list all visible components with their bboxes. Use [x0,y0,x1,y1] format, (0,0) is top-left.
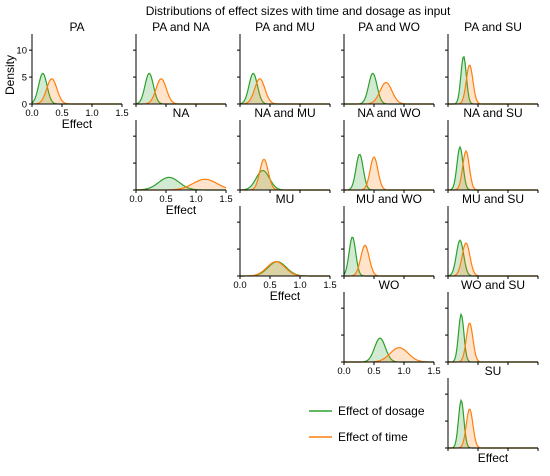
x-tick-label: 0.5 [55,108,68,119]
panel-na-and-su-dosage-area [448,147,538,190]
panel-pa-and-su: PA and SU [445,20,539,107]
panel-na-and-mu-time-area [240,159,330,190]
panel-su-dosage-area [448,400,538,448]
panel-x-label: Effect [270,289,301,303]
panel-pa-time-area [32,78,122,104]
panel-pa-and-na-time-area [136,78,226,104]
panel-na-and-su: NA and SU [445,106,539,193]
x-tick-label: 1.5 [323,280,336,291]
panel-wo-and-su-time-area [448,323,538,362]
panel-na-time-area [136,179,226,190]
panel-title: PA and WO [358,20,420,34]
panel-title: MU [276,192,295,206]
x-tick-label: 1.5 [219,194,232,205]
panel-pa-and-mu-time-area [240,78,330,104]
x-tick-label: 0.0 [337,366,350,377]
panel-wo-and-su-dosage-area [448,314,538,362]
x-tick-label: 1.0 [189,194,202,205]
panel-pa-and-mu: PA and MU [237,20,331,107]
panel-pa-and-su-time-area [448,65,538,104]
panel-title: WO [379,278,400,292]
x-tick-label: 1.0 [397,366,410,377]
panel-x-label: Effect [478,451,509,465]
panel-title: PA and SU [464,20,522,34]
legend-dosage-label: Effect of dosage [338,404,425,418]
panel-title: NA [173,106,190,120]
panel-pa-and-wo: PA and WO [341,20,435,107]
x-tick-label: 1.5 [427,366,440,377]
panel-na-and-mu: NA and MU [237,106,331,193]
panel-title: NA and WO [357,106,420,120]
x-tick-label: 0.0 [233,280,246,291]
x-tick-label: 0.5 [263,280,276,291]
figure-title: Distributions of effect sizes with time … [146,4,451,18]
panel-title: MU and WO [356,192,422,206]
panel-na-and-wo-dosage-area [344,154,434,190]
panel-title: MU and SU [462,192,524,206]
panel-na: NA 0.0 0.5 1.0 1.5 Effect [129,106,232,217]
x-tick-label: 0.5 [159,194,172,205]
panel-title: NA and SU [463,106,522,120]
x-tick-label: 0.0 [25,108,38,119]
panel-su-time-area [448,409,538,448]
panel-wo-and-su: WO and SU [445,278,539,365]
panel-grid: PA 0.0 0.5 1.0 1.5 0 5 10 Effect PA and NA PA and … [16,20,539,465]
y-axis-label: Density [3,55,17,95]
panel-mu: MU 0.0 0.5 1.0 1.5 Effect [233,192,336,303]
x-tick-label: 1.0 [293,280,306,291]
x-tick-label: 0.5 [367,366,380,377]
panel-title: SU [485,364,502,378]
panel-title: NA and MU [254,106,315,120]
x-tick-label: 0.0 [129,194,142,205]
panel-mu-and-wo-time-area [344,245,434,276]
panel-x-label: Effect [166,203,197,217]
panel-na-and-wo: NA and WO [341,106,435,193]
panel-title: PA and NA [152,20,210,34]
panel-mu-and-su-time-area [448,242,538,276]
legend: Effect of dosage Effect of time [309,404,425,444]
panel-na-and-mu-dosage-area [240,170,330,190]
y-tick-label: 10 [16,46,27,57]
y-tick-label: 5 [22,73,27,84]
panel-x-label: Effect [62,117,93,131]
legend-time-label: Effect of time [338,430,408,444]
panel-mu-and-su-dosage-area [448,240,538,276]
panel-pa-and-wo-time-area [344,82,434,104]
panel-title: PA [69,20,84,34]
panel-pa: PA 0.0 0.5 1.0 1.5 0 5 10 Effect [16,20,128,131]
panel-wo-dosage-area [344,338,434,362]
panel-mu-time-area [240,261,330,276]
panel-title: WO and SU [461,278,525,292]
panel-mu-and-su: MU and SU [445,192,539,279]
panel-pa-and-na-dosage-area [136,73,226,104]
y-tick-label: 0 [22,100,27,111]
panel-mu-and-wo-dosage-area [344,237,434,276]
panel-pa-and-wo-dosage-area [344,73,434,104]
panel-title: PA and MU [255,20,315,34]
panel-wo: WO 0.0 0.5 1.0 1.5 [337,278,440,377]
panel-pa-and-na: PA and NA [133,20,227,107]
x-tick-label: 1.0 [85,108,98,119]
panel-na-and-su-time-area [448,150,538,190]
panel-mu-and-wo: MU and WO [341,192,435,279]
panel-su: SU Effect [445,364,539,465]
x-tick-label: 1.5 [115,108,128,119]
